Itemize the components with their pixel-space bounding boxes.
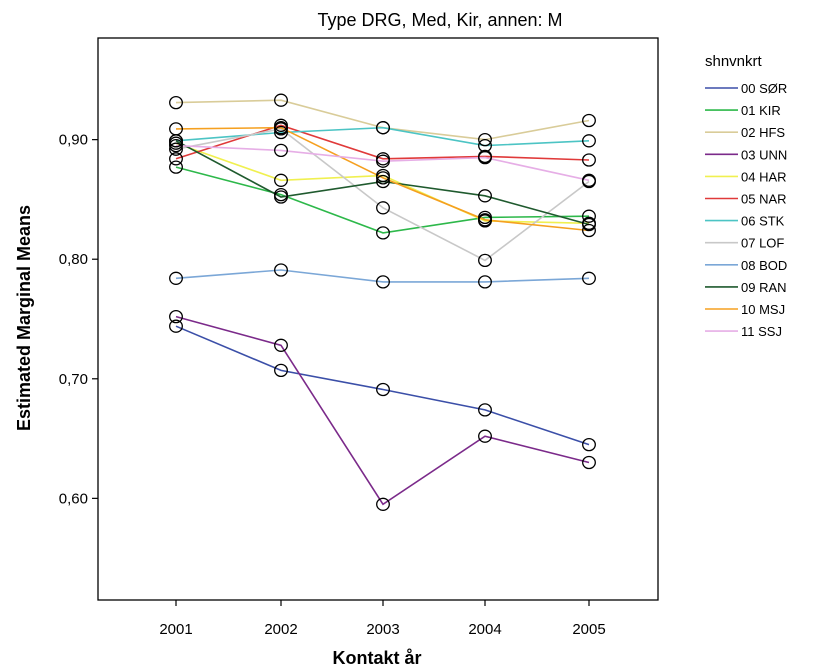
data-point bbox=[478, 253, 492, 268]
data-point bbox=[274, 173, 288, 187]
series-line bbox=[175, 325, 590, 446]
data-point bbox=[169, 319, 183, 333]
legend-label: 08 BOD bbox=[741, 258, 787, 273]
legend-label: 10 MSJ bbox=[741, 302, 785, 317]
data-point bbox=[274, 338, 288, 352]
y-tick-label: 0,70 bbox=[59, 371, 88, 388]
y-axis-label: Estimated Marginal Means bbox=[14, 205, 34, 431]
legend-label: 07 LOF bbox=[741, 236, 784, 251]
x-tick-label: 2003 bbox=[366, 621, 399, 638]
series-line bbox=[175, 315, 590, 506]
data-point bbox=[478, 403, 492, 417]
legend: shnvnkrt 00 SØR 01 KIR 02 HFS 03 UNN 04 HAR 0… bbox=[705, 53, 787, 339]
legend-label: 09 RAN bbox=[741, 280, 787, 295]
data-point bbox=[376, 174, 390, 189]
series-line bbox=[175, 166, 590, 234]
legend-title: shnvnkrt bbox=[705, 53, 763, 70]
data-point bbox=[274, 93, 288, 107]
y-tick-label: 0,80 bbox=[59, 251, 88, 268]
data-point bbox=[376, 226, 390, 240]
data-point bbox=[478, 429, 492, 443]
x-axis-label: Kontakt år bbox=[332, 648, 421, 668]
legend-label: 03 UNN bbox=[741, 147, 787, 162]
series-line bbox=[175, 144, 590, 182]
data-point bbox=[169, 142, 183, 156]
data-point bbox=[169, 122, 183, 136]
series-line bbox=[175, 128, 590, 262]
data-point bbox=[169, 309, 183, 324]
data-point bbox=[582, 153, 596, 167]
plot-area-frame bbox=[97, 37, 659, 601]
data-point bbox=[274, 363, 288, 378]
data-point bbox=[582, 271, 596, 285]
chart-title: Type DRG, Med, Kir, annen: M bbox=[317, 10, 562, 30]
data-point bbox=[582, 113, 596, 128]
x-tick-label: 2002 bbox=[264, 621, 297, 638]
data-point bbox=[376, 121, 390, 135]
legend-label: 01 KIR bbox=[741, 103, 781, 118]
data-point bbox=[478, 275, 492, 289]
y-tick-label: 0,90 bbox=[59, 132, 88, 149]
data-point bbox=[274, 143, 288, 158]
data-point bbox=[274, 125, 288, 140]
legend-label: 05 NAR bbox=[741, 192, 787, 207]
data-point bbox=[169, 160, 183, 174]
data-point bbox=[274, 121, 288, 135]
data-point bbox=[376, 154, 390, 168]
data-point bbox=[376, 171, 390, 185]
series-layer bbox=[175, 99, 590, 506]
data-point bbox=[376, 275, 390, 289]
data-point bbox=[582, 437, 596, 452]
data-point bbox=[169, 138, 183, 153]
x-tick-label: 2005 bbox=[572, 621, 605, 638]
legend-label: 04 HAR bbox=[741, 169, 787, 184]
axis-layer: 0,60 0,70 0,80 0,90 2001 2002 2003 2004 2005 bbox=[59, 132, 606, 638]
data-point bbox=[274, 190, 288, 204]
data-point bbox=[582, 134, 596, 148]
x-tick-label: 2001 bbox=[159, 621, 192, 638]
data-point bbox=[376, 382, 390, 397]
data-point bbox=[582, 209, 596, 223]
data-point bbox=[478, 132, 492, 147]
data-point bbox=[478, 189, 492, 203]
data-point bbox=[169, 271, 183, 285]
data-point bbox=[478, 213, 492, 227]
data-point bbox=[376, 497, 390, 511]
data-point bbox=[169, 95, 183, 110]
data-point bbox=[376, 201, 390, 215]
data-point bbox=[274, 263, 288, 277]
y-tick-label: 0,60 bbox=[59, 490, 88, 507]
data-point bbox=[582, 455, 596, 470]
marker-layer bbox=[169, 93, 596, 511]
data-point bbox=[582, 173, 596, 187]
data-point bbox=[169, 152, 183, 166]
legend-label: 11 SSJ bbox=[741, 324, 782, 339]
legend-label: 06 STK bbox=[741, 214, 785, 229]
legend-label: 00 SØR bbox=[741, 81, 787, 96]
legend-label: 02 HFS bbox=[741, 125, 785, 140]
series-line bbox=[175, 269, 590, 283]
data-point bbox=[582, 217, 596, 232]
x-tick-label: 2004 bbox=[468, 621, 501, 638]
series-line bbox=[175, 126, 590, 232]
data-point bbox=[478, 150, 492, 165]
data-point bbox=[582, 223, 596, 238]
